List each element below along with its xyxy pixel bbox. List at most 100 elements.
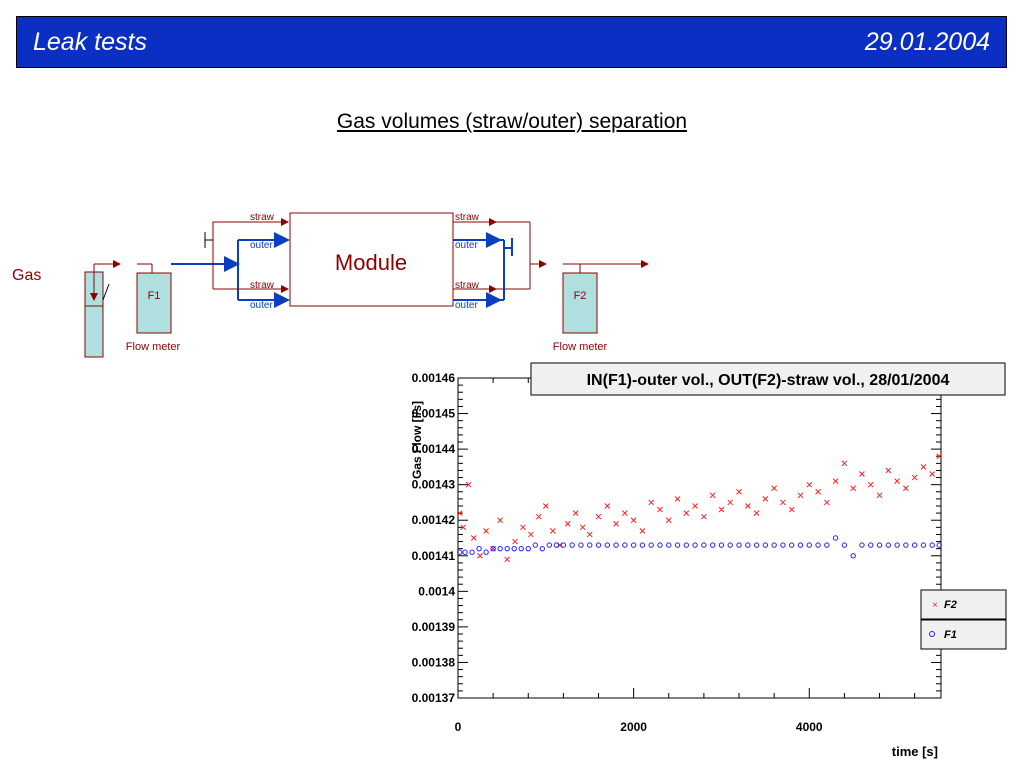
y-tick-label: 0.0014 — [418, 584, 455, 598]
gas-flow-diagram: Gas F1 Flow meter Module straw outer str… — [12, 212, 649, 358]
f1-point — [483, 549, 489, 555]
f1-point — [490, 545, 496, 552]
f2-point — [859, 471, 865, 477]
f1-point — [868, 542, 874, 548]
y-tick-label: 0.00145 — [412, 407, 456, 421]
port-out-straw-bottom: straw — [455, 280, 480, 291]
y-tick-label: 0.00141 — [412, 549, 456, 563]
f2-point — [753, 510, 760, 516]
chart-title: IN(F1)-outer vol., OUT(F2)-straw vol., 2… — [587, 372, 950, 389]
gas-valve-tick — [102, 283, 110, 301]
f2-point — [483, 528, 489, 534]
y-tick-label: 0.00139 — [412, 620, 456, 634]
f1-point — [762, 542, 769, 548]
f2-point — [604, 503, 611, 509]
f2-point — [657, 506, 663, 513]
f2-point — [744, 503, 751, 509]
f1-point — [815, 542, 821, 548]
y-tick-label: 0.00142 — [412, 513, 456, 527]
y-tick-label: 0.00143 — [412, 478, 456, 492]
f1-point — [709, 542, 716, 548]
f2-point — [613, 520, 619, 527]
f2-point — [894, 478, 900, 484]
f2-point — [630, 517, 637, 524]
flow-meter-f2 — [562, 272, 598, 334]
f2-point — [586, 531, 593, 538]
f2-point — [535, 513, 542, 520]
f1-point — [753, 542, 760, 548]
f1-point — [911, 542, 918, 548]
f1-point — [666, 542, 672, 548]
f2-point — [709, 492, 716, 499]
f1-point — [701, 542, 707, 548]
f1-point — [894, 542, 900, 548]
f1-point — [657, 542, 663, 548]
f2-point — [477, 552, 483, 559]
f2-label: F2 — [574, 290, 587, 302]
x-tick-label: 0 — [455, 720, 462, 734]
f2-point — [572, 510, 579, 516]
f2-point — [718, 506, 725, 513]
f1-point — [903, 542, 909, 548]
f1-point — [683, 542, 690, 548]
f2-point — [701, 513, 707, 520]
f1-point — [832, 535, 839, 541]
port-out-outer-top: outer — [455, 240, 478, 251]
f2-point — [806, 481, 813, 488]
f2-point — [520, 524, 526, 531]
f2-point — [683, 510, 690, 516]
x-tick-label: 4000 — [796, 720, 823, 734]
f1-point — [745, 542, 751, 548]
module-box — [289, 212, 454, 307]
f1-point — [511, 545, 517, 552]
f2-point — [564, 520, 571, 527]
f1-point — [736, 542, 742, 548]
f2-point — [497, 517, 504, 524]
f1-point — [920, 542, 927, 548]
port-out-outer-bottom: outer — [455, 300, 478, 311]
f2-point — [622, 510, 628, 516]
f1-point — [936, 542, 942, 548]
f2-point — [762, 496, 769, 502]
legend-marker-f1 — [929, 631, 935, 637]
f2-point — [595, 513, 602, 520]
f1-point — [797, 542, 804, 548]
f1-point — [553, 542, 560, 548]
y-tick-label: 0.00146 — [412, 371, 456, 385]
f2-point — [815, 488, 821, 495]
f2-point — [465, 481, 472, 488]
port-in-straw-bottom: straw — [250, 280, 275, 291]
slide-header: Leak tests 29.01.2004 — [16, 16, 1007, 68]
f2-point — [542, 503, 549, 509]
port-out-straw-top: straw — [455, 212, 480, 223]
f2-point — [736, 488, 742, 495]
f1-point — [850, 553, 856, 559]
f2-point — [639, 528, 646, 534]
flow-meter-left-label: Flow meter — [126, 341, 181, 353]
x-tick-label: 2000 — [620, 720, 647, 734]
f2-point — [788, 506, 795, 513]
f2-point — [920, 464, 927, 470]
f2-point — [867, 481, 874, 488]
f2-point — [929, 471, 936, 477]
f1-point — [457, 549, 463, 555]
y-tick-label: 0.00138 — [412, 655, 456, 669]
f2-point — [832, 478, 839, 484]
legend-entry-f1-bg — [920, 619, 1007, 650]
port-in-outer-top: outer — [250, 240, 273, 251]
f2-point — [470, 535, 477, 541]
f1-point — [630, 542, 637, 548]
f1-point — [727, 542, 733, 548]
f1-point — [859, 542, 865, 548]
legend-label-f2: F2 — [944, 599, 957, 611]
f1-point — [639, 542, 646, 548]
f2-point — [903, 485, 909, 492]
port-in-outer-bottom: outer — [250, 300, 273, 311]
f1-point — [604, 542, 610, 548]
f1-point — [692, 542, 698, 548]
f1-point — [546, 542, 553, 548]
flow-meter-f1 — [136, 272, 172, 334]
f2-point — [648, 499, 655, 506]
f2-point — [727, 499, 734, 506]
f1-point — [674, 542, 681, 548]
